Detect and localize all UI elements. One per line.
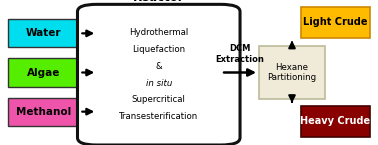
FancyBboxPatch shape	[259, 46, 325, 99]
Text: Algae: Algae	[27, 68, 60, 77]
Text: Light Crude: Light Crude	[303, 17, 368, 27]
Text: DCM
Extraction: DCM Extraction	[215, 44, 265, 64]
Text: Reactor: Reactor	[133, 0, 184, 4]
FancyBboxPatch shape	[77, 4, 240, 145]
FancyBboxPatch shape	[8, 58, 79, 87]
Text: &: &	[155, 62, 162, 71]
Text: Water: Water	[26, 28, 61, 38]
Text: Transesterification: Transesterification	[119, 112, 198, 121]
Text: Hexane
Partitioning: Hexane Partitioning	[268, 63, 316, 82]
Text: Liquefaction: Liquefaction	[132, 45, 185, 54]
FancyBboxPatch shape	[8, 97, 79, 126]
Text: Hydrothermal: Hydrothermal	[129, 28, 188, 38]
FancyBboxPatch shape	[8, 19, 79, 48]
FancyBboxPatch shape	[301, 106, 370, 137]
FancyBboxPatch shape	[301, 7, 370, 38]
Text: in situ: in situ	[146, 78, 172, 88]
Text: Heavy Crude: Heavy Crude	[301, 116, 370, 126]
Text: Methanol: Methanol	[16, 107, 71, 117]
Text: Supercritical: Supercritical	[132, 95, 186, 104]
